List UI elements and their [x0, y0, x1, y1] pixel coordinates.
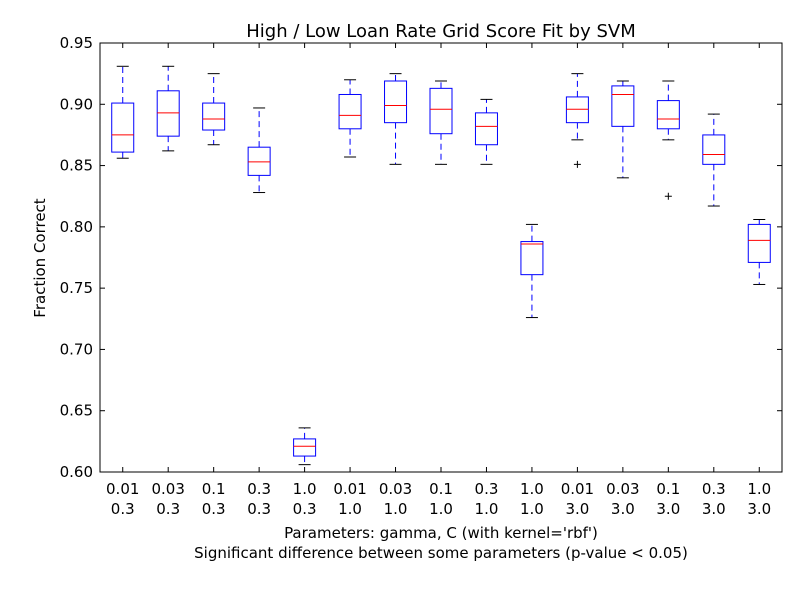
- box-iqr: [747, 223, 771, 263]
- x-tick-label-c: 1.0: [429, 500, 453, 518]
- x-tick-label-c: 3.0: [702, 500, 726, 518]
- box-iqr: [111, 102, 135, 153]
- box-iqr: [656, 100, 680, 130]
- y-tick-label: 0.60: [60, 463, 93, 481]
- x-tick-label-c: 0.3: [111, 500, 135, 518]
- x-tick-label-gamma: 0.3: [247, 480, 271, 498]
- y-tick-label: 0.80: [60, 218, 93, 236]
- x-tick-label-c: 0.3: [156, 500, 180, 518]
- x-tick-label-gamma: 0.3: [475, 480, 499, 498]
- y-tick-label: 0.65: [60, 402, 93, 420]
- x-tick-label-gamma: 1.0: [747, 480, 771, 498]
- x-tick-label-c: 0.3: [293, 500, 317, 518]
- box-iqr: [611, 85, 635, 127]
- x-tick-label-gamma: 0.01: [561, 480, 594, 498]
- y-tick-label: 0.85: [60, 157, 93, 175]
- x-tick-label-c: 0.3: [202, 500, 226, 518]
- x-tick-label-gamma: 0.1: [202, 480, 226, 498]
- x-tick-label-gamma: 0.01: [106, 480, 139, 498]
- box-iqr: [247, 146, 271, 176]
- box-iqr: [156, 90, 180, 137]
- chart-title: High / Low Loan Rate Grid Score Fit by S…: [246, 21, 635, 42]
- box-iqr: [338, 93, 362, 130]
- x-tick-label-c: 1.0: [338, 500, 362, 518]
- y-tick-label: 0.95: [60, 34, 93, 52]
- x-tick-label-c: 1.0: [520, 500, 544, 518]
- x-tick-label-gamma: 0.03: [606, 480, 639, 498]
- x-tick-label-gamma: 0.01: [333, 480, 366, 498]
- x-tick-label-gamma: 0.1: [656, 480, 680, 498]
- outlier-marker: [664, 192, 672, 200]
- x-tick-label-c: 3.0: [611, 500, 635, 518]
- axes-frame: [99, 42, 783, 473]
- x-tick-label-gamma: 0.03: [151, 480, 184, 498]
- box-iqr: [520, 241, 544, 276]
- box-iqr: [384, 80, 408, 124]
- y-tick-label: 0.70: [60, 340, 93, 358]
- x-tick-label-c: 3.0: [656, 500, 680, 518]
- box-iqr: [702, 134, 726, 165]
- x-tick-label-gamma: 0.1: [429, 480, 453, 498]
- x-tick-label-gamma: 0.03: [379, 480, 412, 498]
- y-tick-label: 0.75: [60, 279, 93, 297]
- x-tick-label-c: 0.3: [247, 500, 271, 518]
- x-tick-label-c: 3.0: [747, 500, 771, 518]
- significance-note: Significant difference between some para…: [194, 544, 688, 562]
- x-axis-label: Parameters: gamma, C (with kernel='rbf'): [284, 524, 598, 542]
- x-tick-label-gamma: 1.0: [293, 480, 317, 498]
- box-iqr: [202, 102, 226, 131]
- outlier-marker: [573, 160, 581, 168]
- x-tick-label-c: 1.0: [475, 500, 499, 518]
- x-tick-label-gamma: 0.3: [702, 480, 726, 498]
- box-iqr: [429, 87, 453, 135]
- x-tick-label-c: 3.0: [565, 500, 589, 518]
- box-iqr: [474, 112, 498, 146]
- box-iqr: [565, 96, 589, 124]
- x-tick-label-c: 1.0: [384, 500, 408, 518]
- y-axis-label: Fraction Correct: [31, 198, 49, 318]
- box-iqr: [293, 438, 317, 457]
- y-tick-label: 0.90: [60, 95, 93, 113]
- x-tick-label-gamma: 1.0: [520, 480, 544, 498]
- plot-area: 0.60 0.65 0.70 0.75 0.80 0.85 0.90 0.95 0.01 0.3 0…: [60, 34, 782, 518]
